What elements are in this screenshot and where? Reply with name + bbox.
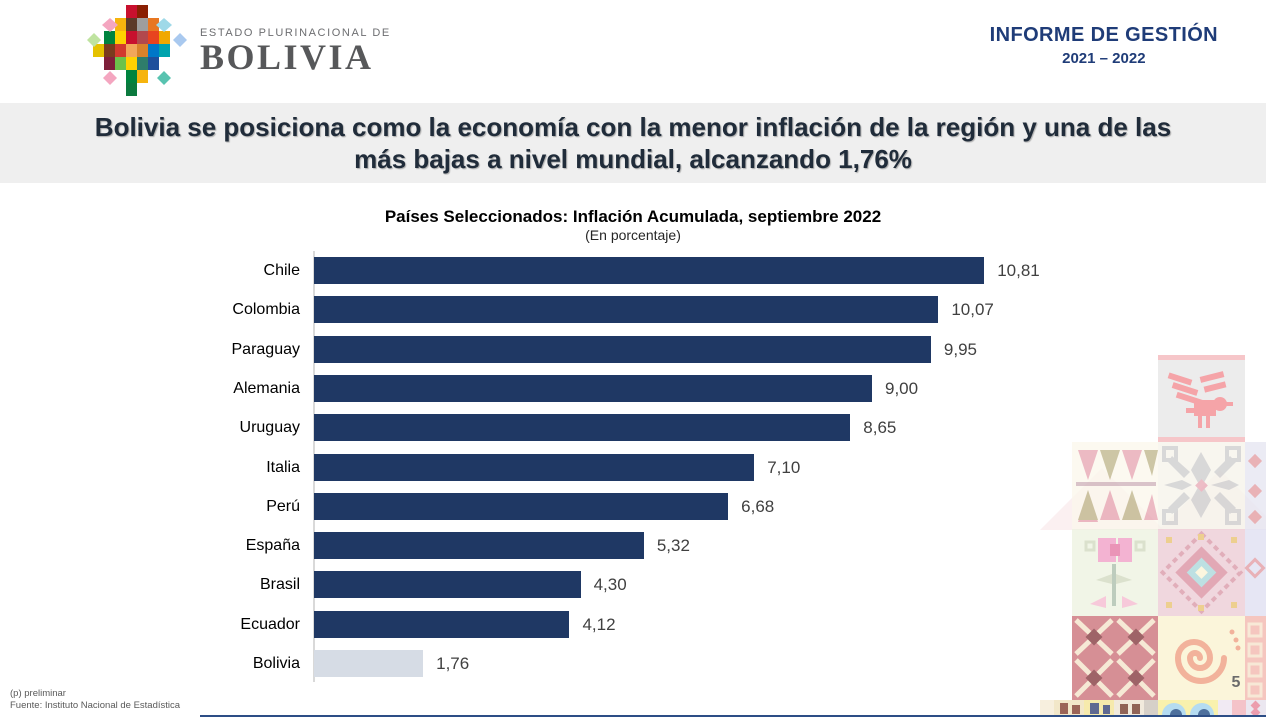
bar-category-label: Ecuador xyxy=(240,615,300,633)
bar-brasil xyxy=(314,571,581,599)
bar-category-label: Paraguay xyxy=(231,340,301,358)
bar-category-label: Colombia xyxy=(232,301,300,319)
bar-bolivia xyxy=(314,650,424,677)
bar-chart: Chile 10,81 Colombia 10,07 Paraguay 9,95 Alema… xyxy=(0,251,1266,684)
footnote-source: Fuente: Instituto Nacional de Estadístic… xyxy=(10,699,181,711)
chart-bar-row: Perú 6,68 xyxy=(0,487,1100,526)
chart-title: Países Seleccionados: Inflación Acumulad… xyxy=(384,207,882,226)
chart-bar-row: Paraguay 9,95 xyxy=(0,330,1100,369)
slide-title-line-2: más bajas a nivel mundial, alcanzando 1,… xyxy=(354,144,912,174)
chart-bar-row: Ecuador 4,12 xyxy=(0,605,1100,644)
bar-uruguay xyxy=(314,414,851,442)
bar-ecuador xyxy=(314,610,570,638)
bar-value-label: 9,00 xyxy=(885,378,919,398)
bar-value-label: 5,32 xyxy=(656,536,690,556)
footnotes: (p) preliminar Fuente: Instituto Naciona… xyxy=(10,688,180,712)
bar-alemania xyxy=(314,374,872,402)
bar-italia xyxy=(314,453,755,481)
bar-value-label: 10,81 xyxy=(997,261,1040,280)
chart-bar-row: Chile 10,81 xyxy=(0,251,1100,290)
bar-value-label: 4,30 xyxy=(593,575,627,595)
chart-bar-row: Alemania 9,00 xyxy=(0,369,1100,408)
chart-bar-row: Italia 7,10 xyxy=(0,448,1100,487)
chakana-emblem-icon xyxy=(87,5,187,96)
bar-category-label: Chile xyxy=(263,262,300,279)
bar-value-label: 9,95 xyxy=(943,339,977,359)
footnote-preliminary: (p) preliminar xyxy=(10,688,66,699)
slide-header: ESTADO PLURINACIONAL DE BOLIVIA INFORME … xyxy=(0,0,1266,103)
bar-paraguay xyxy=(314,335,931,363)
bar-value-label: 7,10 xyxy=(767,457,801,477)
bottom-accent-line xyxy=(200,714,1266,717)
logo-wordmark: ESTADO PLURINACIONAL DE BOLIVIA xyxy=(200,27,391,77)
bar-value-label: 10,07 xyxy=(951,300,994,320)
bolivia-government-logo: ESTADO PLURINACIONAL DE BOLIVIA xyxy=(86,2,391,102)
bar-chile xyxy=(314,257,985,284)
chart-bar-row: Bolivia 1,76 xyxy=(0,644,1100,683)
andean-textile-pattern-decoration xyxy=(1040,355,1266,700)
bar-value-label: 6,68 xyxy=(741,496,775,516)
bar-value-label: 4,12 xyxy=(582,614,616,634)
bar-category-label: Italia xyxy=(266,458,300,476)
bar-category-label: Bolivia xyxy=(252,655,300,672)
chart-bar-row: Uruguay 8,65 xyxy=(0,408,1100,447)
page-number: 5 xyxy=(1231,674,1241,691)
logo-country-name: BOLIVIA xyxy=(200,37,374,78)
andean-pattern-bottom-strip xyxy=(1040,700,1266,717)
chart-bar-row: Brasil 4,30 xyxy=(0,565,1100,604)
bar-category-label: Uruguay xyxy=(239,419,300,437)
bar-category-label: Alemania xyxy=(233,379,300,397)
bar-category-label: España xyxy=(245,537,300,555)
chart-subtitle: (En porcentaje) xyxy=(585,227,681,243)
bar-category-label: Perú xyxy=(266,497,300,515)
slide-title-banner: Bolivia se posiciona como la economía co… xyxy=(0,103,1266,183)
report-period: 2021 – 2022 xyxy=(1062,50,1146,67)
report-title: INFORME DE GESTIÓN xyxy=(989,24,1218,46)
bar-category-label: Brasil xyxy=(259,576,300,594)
chart-bar-row: Colombia 10,07 xyxy=(0,290,1100,329)
bar-peru xyxy=(314,492,729,520)
bar-colombia xyxy=(314,296,939,324)
slide-title-line-1: Bolivia se posiciona como la economía co… xyxy=(94,111,1172,142)
report-title-block: INFORME DE GESTIÓN 2021 – 2022 xyxy=(990,24,1218,67)
logo-eyebrow-text: ESTADO PLURINACIONAL DE xyxy=(200,27,391,40)
bar-espana xyxy=(314,532,644,560)
bar-value-label: 1,76 xyxy=(436,654,470,673)
bar-value-label: 8,65 xyxy=(863,418,897,438)
chart-bar-row: España 5,32 xyxy=(0,526,1100,565)
